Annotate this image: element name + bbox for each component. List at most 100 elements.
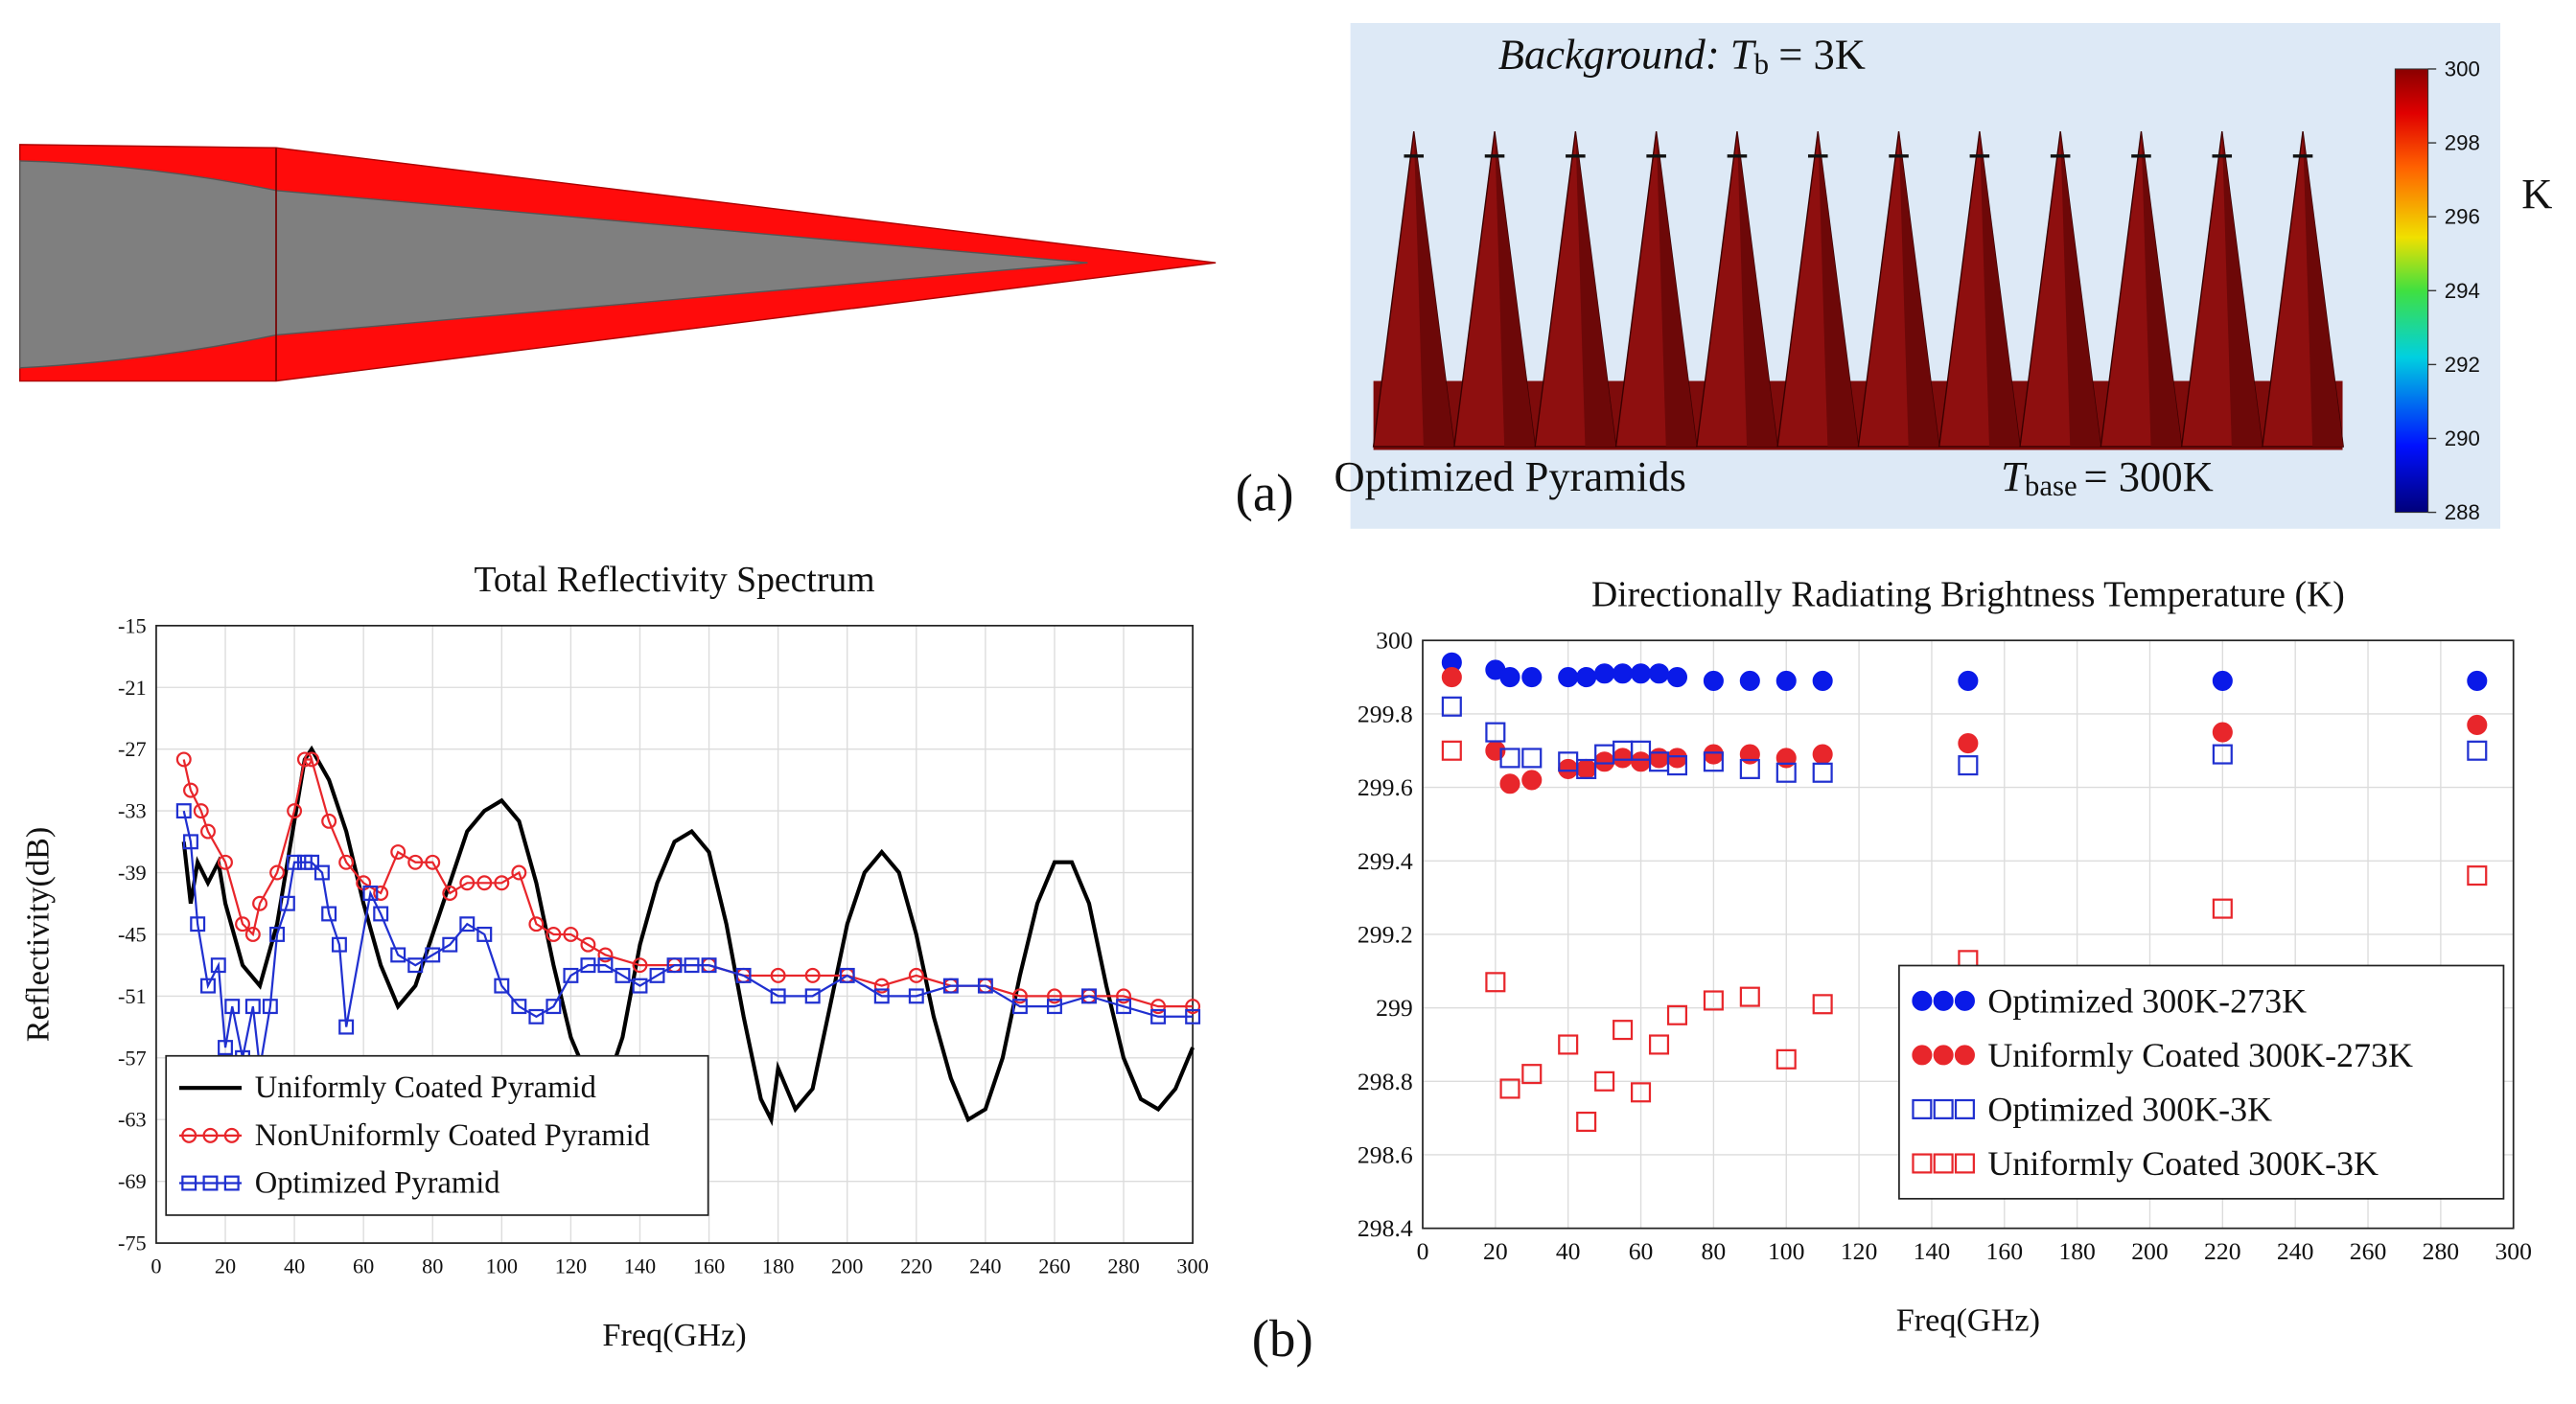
pyramid-face — [1979, 131, 2021, 448]
marker — [425, 947, 441, 963]
x-tick-label: 140 — [624, 1254, 656, 1278]
x-axis-label: Freq(GHz) — [1896, 1302, 2040, 1339]
x-axis-label: Freq(GHz) — [602, 1317, 746, 1353]
marker — [2212, 744, 2233, 765]
marker — [528, 916, 545, 932]
marker — [873, 978, 890, 994]
chart-title: Total Reflectivity Spectrum — [474, 560, 874, 600]
marker — [1499, 748, 1520, 769]
x-tick-label: 60 — [1629, 1237, 1654, 1265]
legend-marker — [181, 1175, 197, 1191]
legend-marker — [181, 1127, 197, 1143]
pyramid-face — [1413, 131, 1454, 448]
marker — [1011, 999, 1028, 1015]
marker — [1485, 972, 1506, 993]
marker — [1185, 999, 1201, 1015]
marker — [1441, 740, 1462, 761]
x-tick-label: 120 — [555, 1254, 587, 1278]
marker — [1666, 1004, 1688, 1025]
marker — [1812, 744, 1833, 765]
pyramid-face — [1818, 131, 1859, 448]
marker — [666, 957, 683, 974]
pyramid-face — [1575, 131, 1616, 448]
cone-illustration — [19, 144, 1217, 382]
y-tick-label: -75 — [118, 1231, 147, 1255]
marker — [1812, 762, 1833, 783]
marker — [476, 926, 493, 942]
marker — [1812, 994, 1833, 1015]
plot-frame — [155, 624, 1194, 1244]
plot-frame — [1422, 639, 2515, 1230]
marker — [1775, 762, 1797, 783]
legend-label: Optimized Pyramid — [255, 1166, 500, 1201]
marker — [580, 957, 596, 974]
marker — [839, 967, 855, 983]
pyramid-render — [1350, 22, 2501, 529]
y-tick-label: 298.4 — [1358, 1214, 1413, 1242]
chart-title: Directionally Radiating Brightness Tempe… — [1591, 574, 2345, 614]
marker — [183, 782, 198, 798]
marker — [1631, 1082, 1652, 1103]
colorbar-tick-label: 294 — [2445, 279, 2480, 303]
marker — [200, 978, 216, 994]
marker — [407, 854, 424, 870]
colorbar-tick-label: 290 — [2445, 426, 2480, 450]
y-tick-label: 299.4 — [1358, 847, 1413, 875]
x-tick-label: 180 — [2058, 1237, 2096, 1265]
marker — [545, 926, 562, 942]
y-tick-label: -39 — [118, 861, 147, 885]
legend-label: Optimized 300K-3K — [1987, 1090, 2272, 1128]
marker — [1958, 670, 1979, 691]
marker — [287, 803, 303, 819]
marker — [1558, 667, 1579, 688]
marker — [1185, 1008, 1201, 1024]
marker — [1648, 663, 1670, 684]
x-tick-label: 40 — [1556, 1237, 1581, 1265]
x-tick-label: 200 — [831, 1254, 863, 1278]
marker — [1613, 1020, 1634, 1041]
background-label: Background: Tb = 3K — [1498, 31, 1866, 81]
marker — [1150, 1008, 1167, 1024]
x-tick-label: 100 — [486, 1254, 518, 1278]
marker — [390, 844, 406, 861]
marker — [1703, 990, 1724, 1011]
marker — [373, 906, 389, 922]
x-tick-label: 280 — [2423, 1237, 2460, 1265]
legend-marker — [223, 1175, 240, 1191]
chart: Directionally Radiating Brightness Tempe… — [1358, 574, 2532, 1338]
marker — [770, 988, 786, 1004]
marker — [563, 967, 579, 983]
tbase-symbol: T — [2001, 452, 2028, 500]
marker — [407, 957, 424, 974]
marker — [175, 803, 192, 819]
marker — [545, 999, 562, 1015]
marker — [459, 916, 476, 932]
base-label: Tbase = 300K — [2001, 452, 2214, 502]
marker — [1594, 1070, 1615, 1092]
background-text: Background: — [1498, 31, 1720, 79]
y-tick-label: 298.8 — [1358, 1068, 1413, 1095]
marker — [1150, 999, 1167, 1015]
tbase-subscript: base — [2025, 470, 2077, 502]
x-tick-label: 220 — [2204, 1237, 2241, 1265]
y-tick-label: -63 — [118, 1108, 147, 1132]
marker — [1666, 667, 1688, 688]
marker — [262, 999, 278, 1015]
marker — [1666, 748, 1688, 769]
marker — [2467, 714, 2488, 735]
marker — [218, 1040, 233, 1056]
x-tick-label: 60 — [353, 1254, 374, 1278]
marker — [511, 999, 527, 1015]
x-tick-label: 20 — [215, 1254, 236, 1278]
marker — [2467, 670, 2488, 691]
legend-marker — [202, 1175, 219, 1191]
marker — [338, 1019, 355, 1035]
marker — [908, 988, 924, 1004]
tb-symbol: T — [1730, 31, 1757, 79]
legend-marker — [1933, 1153, 1954, 1174]
y-tick-label: 299.6 — [1358, 773, 1413, 801]
legend-marker — [1912, 1098, 1933, 1119]
legend-label: Uniformly Coated 300K-273K — [1987, 1036, 2413, 1074]
marker — [425, 854, 441, 870]
marker — [511, 864, 527, 881]
